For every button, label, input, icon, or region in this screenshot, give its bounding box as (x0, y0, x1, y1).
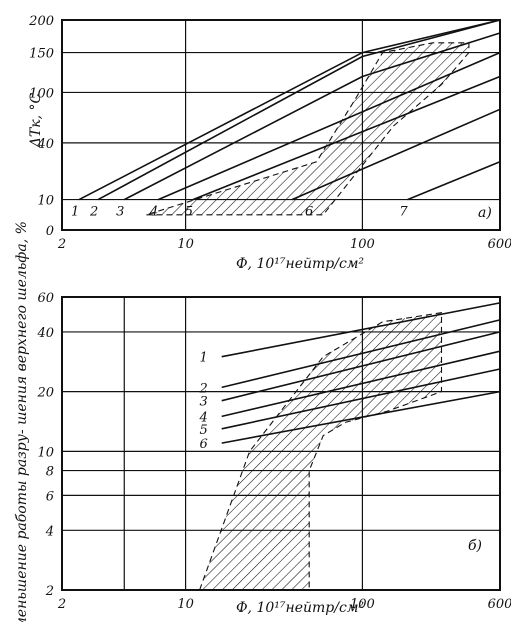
y-axis-label-a: ΔTк, °C (28, 93, 44, 149)
y-ticks-a: 0 10 40 100 150 200 (28, 14, 54, 239)
curve-label-1: 1 (200, 351, 208, 366)
curve-label-3: 3 (116, 205, 124, 220)
y-tick-label: 4 (45, 524, 54, 539)
y-tick-label: 100 (29, 86, 54, 101)
x-ticks-a: 2 10 100 600 (57, 237, 511, 252)
scatter-band-a (146, 42, 470, 216)
series-line-2 (221, 319, 501, 389)
x-axis-label-b: Ф, 10¹⁷нейтр/см² (236, 600, 364, 616)
y-tick-label: 150 (29, 47, 54, 62)
x-ticks-b: 2 10 100 600 (57, 597, 511, 612)
series-line-4 (157, 51, 501, 201)
y-tick-label: 8 (46, 465, 54, 480)
scatter-band-region (146, 42, 470, 216)
curve-label-3: 3 (200, 395, 208, 410)
y-tick-label: 10 (37, 445, 54, 460)
series-line-5 (192, 75, 501, 201)
panel-label-a: а) (478, 205, 492, 221)
x-tick-label: 600 (488, 237, 511, 252)
y-tick-label: 20 (36, 386, 54, 401)
y-axis-label-b: Уменьшение работы разру- шения верхнего … (14, 221, 30, 622)
x-tick-label: 2 (57, 597, 66, 612)
scatter-band-region (198, 312, 443, 591)
y-tick-label: 6 (46, 489, 54, 504)
series-line-1 (78, 19, 501, 201)
curve-label-5: 5 (185, 205, 193, 220)
x-tick-label: 10 (177, 597, 194, 612)
curve-label-7: 7 (399, 205, 408, 220)
curve-label-6: 6 (305, 205, 313, 220)
series-line-4 (221, 350, 501, 418)
plot-frame-a (61, 19, 501, 231)
x-tick-label: 100 (350, 237, 375, 252)
curve-label-2: 2 (199, 381, 208, 396)
curve-label-2: 2 (89, 205, 98, 220)
scatter-band-b (198, 312, 443, 591)
series-line-3 (221, 331, 501, 402)
x-tick-label: 600 (488, 597, 511, 612)
curve-label-5: 5 (200, 423, 208, 438)
series-lines-b (221, 302, 501, 444)
curve-label-4: 4 (149, 205, 158, 220)
y-tick-label: 2 (45, 584, 54, 599)
series-line-1 (221, 302, 501, 358)
x-tick-label: 2 (57, 237, 66, 252)
curve-label-1: 1 (71, 205, 79, 220)
y-tick-label: 200 (28, 14, 54, 29)
curve-label-4: 4 (199, 410, 208, 425)
series-line-2 (97, 19, 501, 201)
series-line-5 (221, 368, 501, 430)
series-lines-a (78, 19, 501, 201)
y-tick-label: 0 (46, 224, 54, 239)
curve-label-6: 6 (200, 437, 208, 452)
series-line-6 (221, 390, 501, 444)
y-tick-label: 10 (37, 194, 54, 209)
series-line-6 (291, 108, 501, 201)
x-tick-label: 100 (350, 597, 375, 612)
y-tick-label: 40 (36, 137, 54, 152)
y-tick-label: 40 (36, 326, 54, 341)
x-axis-label-a: Ф, 10¹⁷нейтр/см² (236, 256, 364, 272)
x-tick-label: 10 (177, 237, 194, 252)
panel-label-b: б) (468, 538, 482, 554)
series-line-3 (123, 32, 501, 201)
plot-frame-b (61, 296, 501, 591)
y-tick-label: 60 (37, 291, 54, 306)
y-ticks-b: 2 4 6 8 10 20 40 60 (36, 291, 54, 599)
series-line-7 (407, 161, 501, 201)
